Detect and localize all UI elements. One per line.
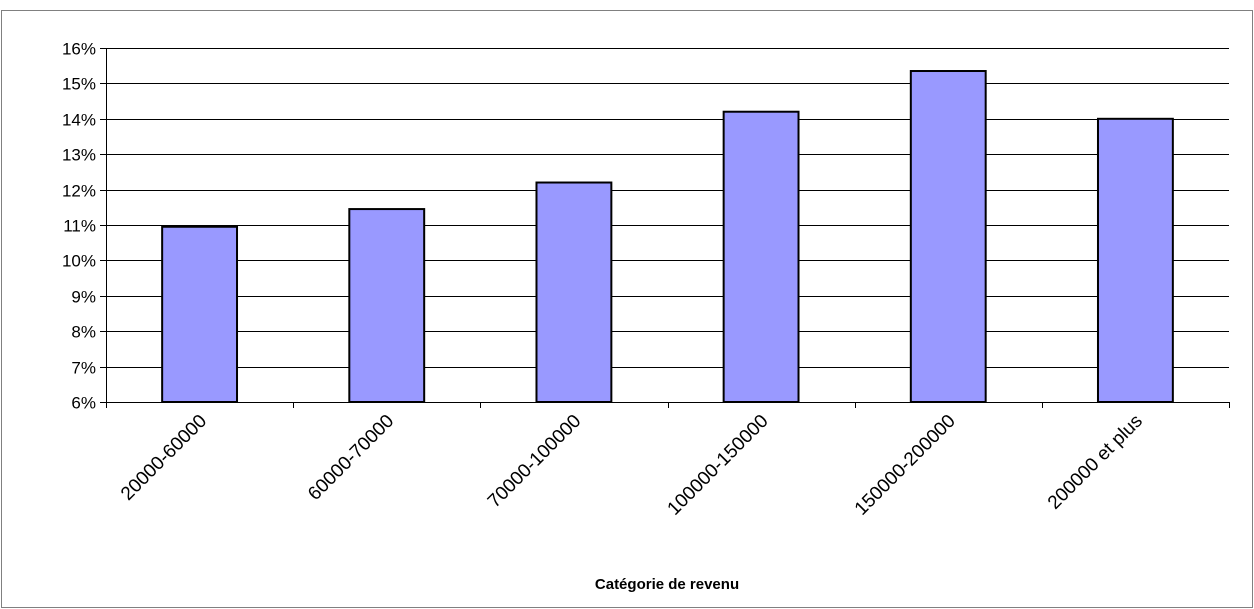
y-tick-labels: 6% 7% 8% 9% 10% 11% 12% 13% 14% 15% 16% [62, 40, 96, 413]
y-tick-label: 6% [71, 394, 96, 413]
y-tick-label: 12% [62, 182, 96, 201]
y-tick-label: 9% [71, 288, 96, 307]
y-tick-label: 8% [71, 323, 96, 342]
bar [161, 225, 239, 403]
bar [722, 110, 800, 403]
y-tick-label: 7% [71, 359, 96, 378]
x-axis-title: Catégorie de revenu [595, 576, 739, 593]
bar [1096, 117, 1174, 404]
bar [535, 181, 613, 403]
y-tick-label: 15% [62, 75, 96, 94]
axes [100, 48, 1230, 408]
y-tick-label: 16% [62, 40, 96, 59]
y-tick-label: 14% [62, 111, 96, 130]
bar [348, 208, 426, 403]
bar [909, 70, 987, 403]
y-tick-label: 10% [62, 252, 96, 271]
bars [161, 70, 1174, 404]
y-tick-label: 11% [63, 217, 96, 236]
y-tick-label: 13% [62, 146, 96, 165]
